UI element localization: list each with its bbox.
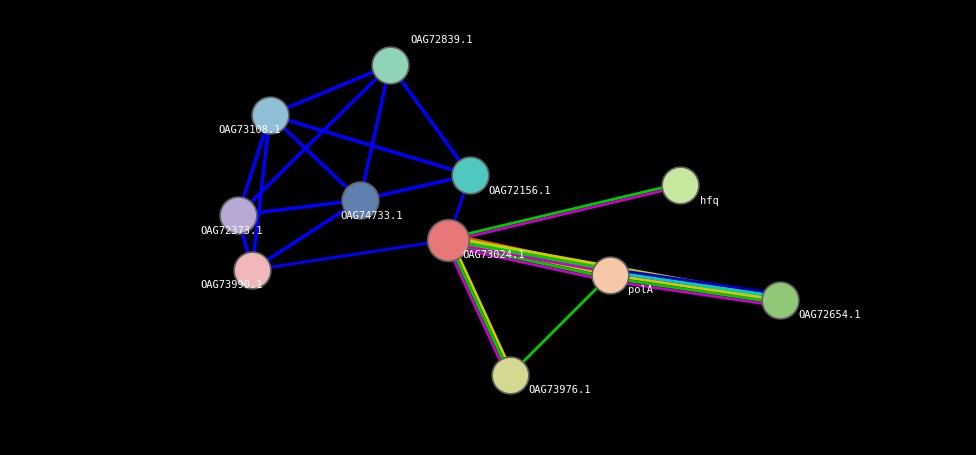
Text: OAG74733.1: OAG74733.1	[340, 211, 402, 221]
Point	[383, 61, 398, 69]
Point	[503, 371, 518, 379]
Text: OAG73990.1: OAG73990.1	[200, 280, 263, 290]
Point	[602, 271, 618, 278]
Point	[263, 111, 278, 119]
Text: OAG72156.1: OAG72156.1	[488, 186, 550, 196]
Text: OAG73024.1: OAG73024.1	[462, 250, 524, 260]
Text: OAG72654.1: OAG72654.1	[798, 310, 861, 320]
Point	[244, 266, 260, 273]
Point	[230, 212, 246, 219]
Point	[772, 296, 788, 303]
Text: hfq: hfq	[700, 196, 718, 206]
Text: OAG72373.1: OAG72373.1	[200, 226, 263, 236]
Point	[463, 172, 478, 179]
Text: OAG73108.1: OAG73108.1	[218, 125, 280, 135]
Text: polA: polA	[628, 285, 653, 295]
Text: OAG72839.1: OAG72839.1	[410, 35, 472, 45]
Point	[440, 236, 456, 243]
Text: OAG73976.1: OAG73976.1	[528, 385, 590, 395]
Point	[352, 197, 368, 204]
Point	[672, 182, 688, 189]
